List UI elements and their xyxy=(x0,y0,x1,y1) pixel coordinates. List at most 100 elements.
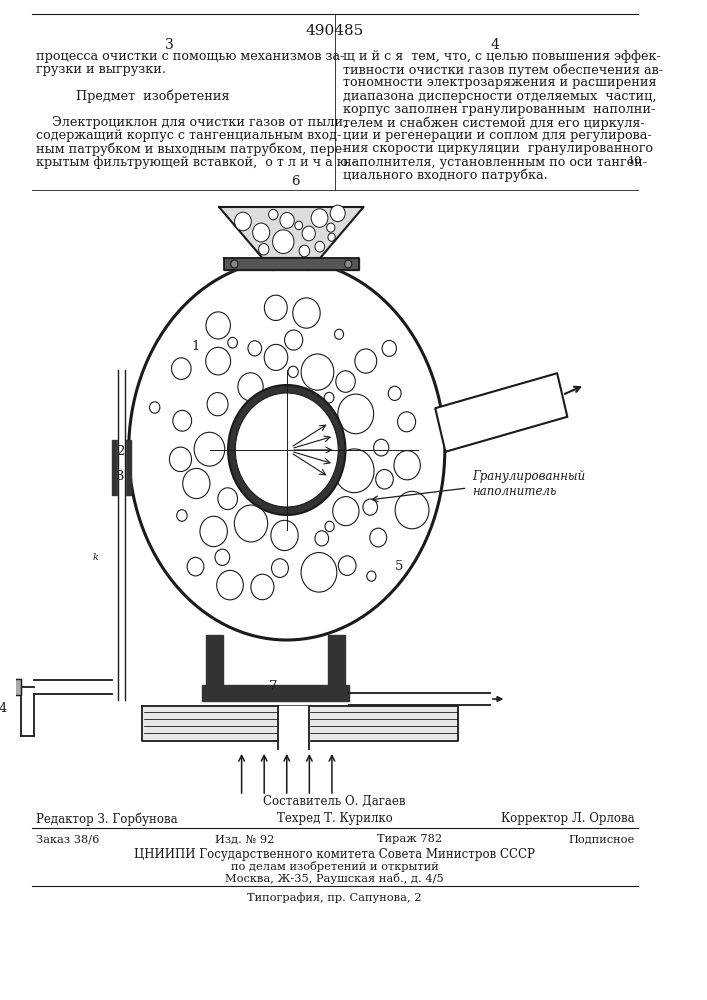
Polygon shape xyxy=(34,680,112,694)
Text: щ и й с я  тем, что, с целью повышения эффек-: щ и й с я тем, что, с целью повышения эф… xyxy=(343,50,660,63)
Text: содержащий корпус с тангенциальным вход-: содержащий корпус с тангенциальным вход- xyxy=(35,129,341,142)
Circle shape xyxy=(334,329,344,339)
Text: ЦНИИПИ Государственного комитета Совета Министров СССР: ЦНИИПИ Государственного комитета Совета … xyxy=(134,848,535,861)
Circle shape xyxy=(299,245,310,257)
Circle shape xyxy=(338,394,373,434)
Circle shape xyxy=(339,556,356,575)
Polygon shape xyxy=(202,685,349,701)
Text: Тираж 782: Тираж 782 xyxy=(377,834,442,844)
Text: 4: 4 xyxy=(490,38,499,52)
Text: крытым фильтрующей вставкой,  о т л и ч а ю -: крытым фильтрующей вставкой, о т л и ч а… xyxy=(35,156,356,169)
Circle shape xyxy=(200,516,228,547)
Text: наполнителя, установленным по оси танген-: наполнителя, установленным по оси танген… xyxy=(343,156,647,169)
Circle shape xyxy=(367,571,376,581)
Circle shape xyxy=(234,505,268,542)
Circle shape xyxy=(228,337,238,348)
Circle shape xyxy=(194,432,225,466)
Circle shape xyxy=(149,402,160,413)
Circle shape xyxy=(394,451,421,480)
Circle shape xyxy=(269,209,278,220)
Circle shape xyxy=(388,386,401,400)
Polygon shape xyxy=(206,635,223,690)
Polygon shape xyxy=(273,265,310,270)
Circle shape xyxy=(373,439,389,456)
Circle shape xyxy=(344,260,352,268)
Circle shape xyxy=(172,358,191,379)
Circle shape xyxy=(301,553,337,592)
Polygon shape xyxy=(223,258,359,270)
Circle shape xyxy=(228,385,346,515)
Text: Типография, пр. Сапунова, 2: Типография, пр. Сапунова, 2 xyxy=(247,892,422,903)
Circle shape xyxy=(334,449,374,493)
Circle shape xyxy=(216,570,243,600)
Polygon shape xyxy=(118,370,125,700)
Circle shape xyxy=(252,223,269,242)
Circle shape xyxy=(395,491,429,529)
Text: 4: 4 xyxy=(0,702,6,715)
Circle shape xyxy=(235,393,338,507)
Circle shape xyxy=(397,412,416,432)
Text: 1: 1 xyxy=(192,340,200,353)
Circle shape xyxy=(206,312,230,339)
Text: циального входного патрубка.: циального входного патрубка. xyxy=(343,169,547,182)
Circle shape xyxy=(375,469,393,489)
Circle shape xyxy=(271,520,298,551)
Circle shape xyxy=(259,244,269,255)
Polygon shape xyxy=(278,706,310,749)
Text: ции и регенерации и соплом для регулирова-: ции и регенерации и соплом для регулиров… xyxy=(343,129,651,142)
Text: Корректор Л. Орлова: Корректор Л. Орлова xyxy=(501,812,634,825)
Text: 3: 3 xyxy=(116,470,124,483)
Text: по делам изобретений и открытий: по делам изобретений и открытий xyxy=(230,861,438,872)
Polygon shape xyxy=(0,681,16,687)
Circle shape xyxy=(264,295,287,320)
Polygon shape xyxy=(0,687,16,693)
Text: Подписное: Подписное xyxy=(568,834,634,844)
Circle shape xyxy=(182,468,210,499)
Text: 7: 7 xyxy=(269,680,277,693)
Circle shape xyxy=(251,574,274,600)
Circle shape xyxy=(288,366,298,378)
Circle shape xyxy=(285,330,303,350)
Circle shape xyxy=(382,340,397,356)
Text: Техред Т. Курилко: Техред Т. Курилко xyxy=(276,812,392,825)
Circle shape xyxy=(315,241,325,252)
Circle shape xyxy=(173,410,192,431)
Circle shape xyxy=(293,298,320,328)
Circle shape xyxy=(330,205,345,222)
Text: Электроциклон для очистки газов от пыли,: Электроциклон для очистки газов от пыли, xyxy=(35,116,347,129)
Polygon shape xyxy=(328,635,344,690)
Text: наполнитель: наполнитель xyxy=(472,485,556,498)
Text: Предмет  изобретения: Предмет изобретения xyxy=(76,90,230,103)
Circle shape xyxy=(271,559,288,577)
Text: диапазона дисперсности отделяемых  частиц,: диапазона дисперсности отделяемых частиц… xyxy=(343,90,656,103)
Circle shape xyxy=(333,497,359,526)
Polygon shape xyxy=(21,680,34,736)
Polygon shape xyxy=(142,706,458,741)
Circle shape xyxy=(325,521,334,532)
Circle shape xyxy=(302,226,315,241)
Circle shape xyxy=(215,549,230,565)
Text: Составитель О. Дагаев: Составитель О. Дагаев xyxy=(264,795,406,808)
Text: 490485: 490485 xyxy=(305,24,364,38)
Text: Москва, Ж-35, Раушская наб., д. 4/5: Москва, Ж-35, Раушская наб., д. 4/5 xyxy=(226,873,444,884)
Circle shape xyxy=(170,447,192,472)
Circle shape xyxy=(301,354,334,390)
Text: телем и снабжен системой для его циркуля-: телем и снабжен системой для его циркуля… xyxy=(343,116,644,129)
Circle shape xyxy=(230,260,238,268)
Circle shape xyxy=(328,233,335,241)
Polygon shape xyxy=(0,679,21,695)
Ellipse shape xyxy=(129,260,445,640)
Text: Заказ 38/6: Заказ 38/6 xyxy=(35,834,99,844)
Circle shape xyxy=(264,344,288,370)
Text: ния скорости циркуляции  гранулированного: ния скорости циркуляции гранулированного xyxy=(343,142,653,155)
Polygon shape xyxy=(219,207,363,258)
Text: 2: 2 xyxy=(116,445,124,458)
Circle shape xyxy=(177,510,187,521)
Text: 10: 10 xyxy=(628,156,642,166)
Text: тономности электрозаряжения и расширения: тономности электрозаряжения и расширения xyxy=(343,76,656,89)
Circle shape xyxy=(355,349,377,373)
Text: грузки и выгрузки.: грузки и выгрузки. xyxy=(35,63,165,76)
Text: 6: 6 xyxy=(291,175,300,188)
Circle shape xyxy=(238,373,263,401)
Circle shape xyxy=(273,230,294,253)
